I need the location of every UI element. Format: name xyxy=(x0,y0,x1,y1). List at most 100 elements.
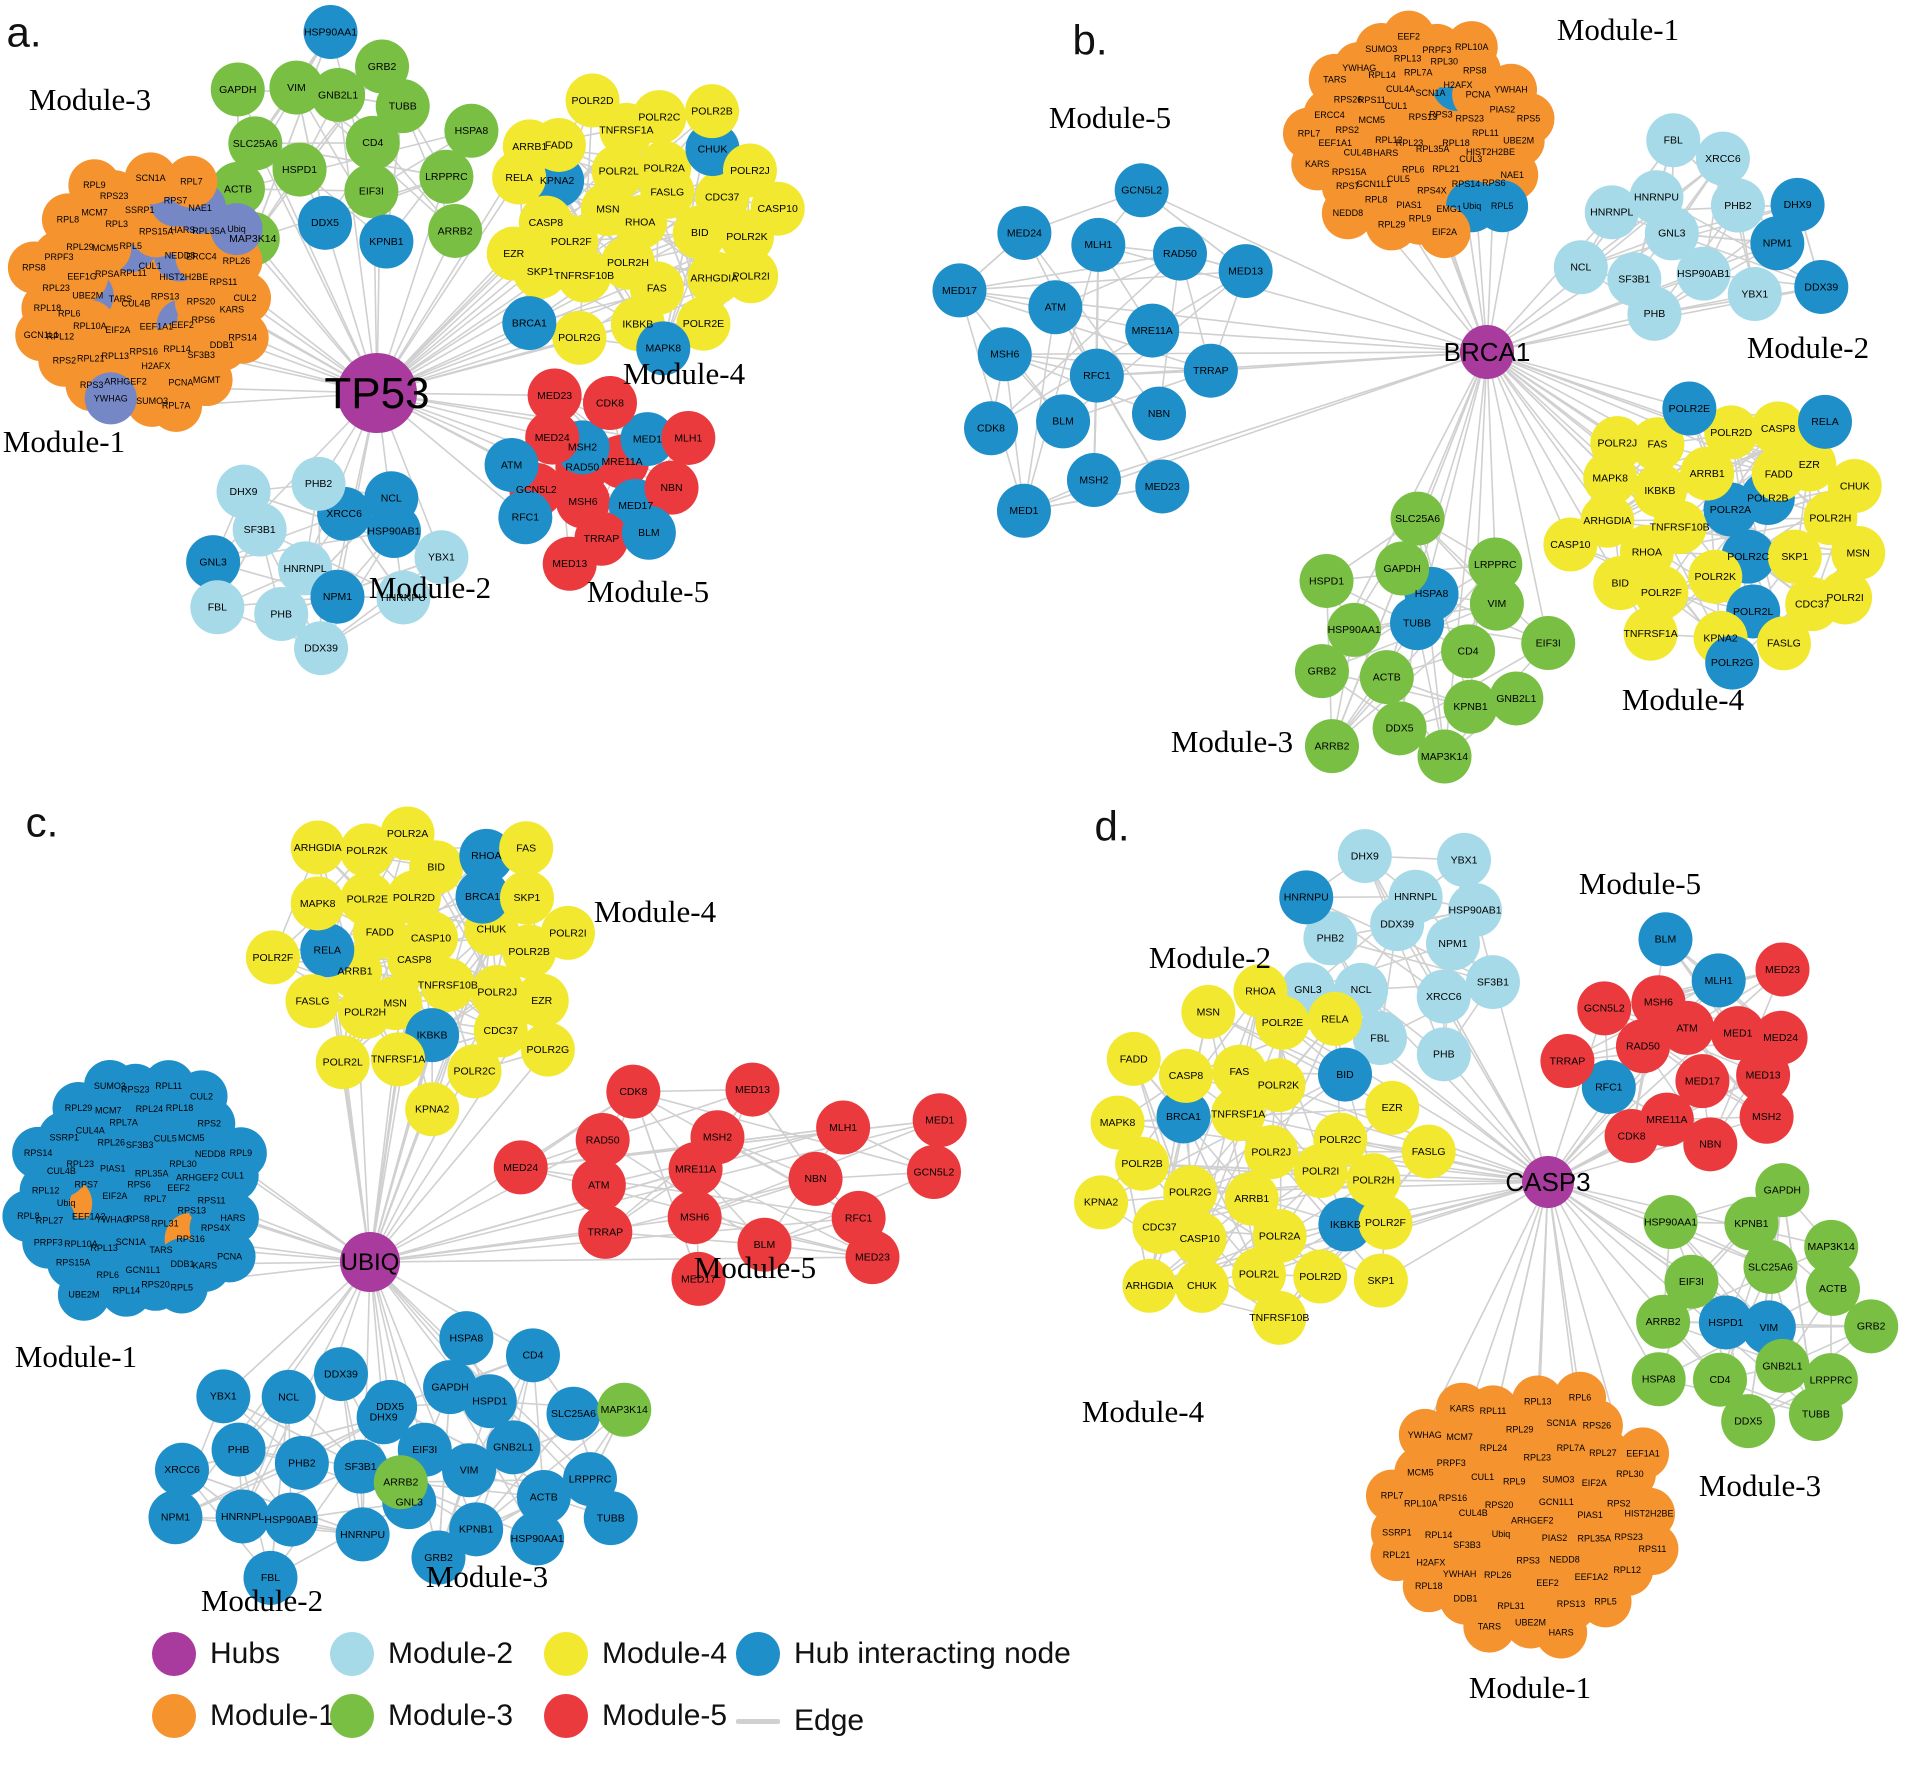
node-YBX1[interactable] xyxy=(1727,267,1782,322)
node-HARS[interactable] xyxy=(1535,1606,1588,1659)
node-MED23[interactable] xyxy=(1755,942,1810,997)
node-VIM[interactable] xyxy=(442,1443,497,1498)
node-TNFRSF1A[interactable] xyxy=(371,1032,426,1087)
node-TNFRSF10B[interactable] xyxy=(420,957,475,1012)
node-FASLG[interactable] xyxy=(1756,616,1811,671)
node-MSN[interactable] xyxy=(1181,984,1236,1039)
node-PCNA[interactable] xyxy=(203,1230,256,1283)
node-MED24[interactable] xyxy=(1753,1010,1808,1065)
node-RPL18[interactable] xyxy=(1402,1560,1455,1613)
node-POLR2J[interactable] xyxy=(722,143,777,198)
node-MLH1[interactable] xyxy=(816,1100,871,1155)
node-HSPA8[interactable] xyxy=(439,1311,494,1366)
node-POLR2H[interactable] xyxy=(1346,1153,1401,1208)
node-POLR2E[interactable] xyxy=(340,872,395,927)
node-MAPK8[interactable] xyxy=(1090,1095,1145,1150)
node-UBE2M[interactable] xyxy=(57,1268,110,1321)
node-RAD50[interactable] xyxy=(575,1113,630,1168)
node-XRCC6[interactable] xyxy=(154,1442,209,1497)
node-RHOA[interactable] xyxy=(1233,964,1288,1019)
node-DHX9[interactable] xyxy=(216,464,271,519)
node-EIF3I[interactable] xyxy=(1521,616,1576,671)
node-CASP10[interactable] xyxy=(1543,517,1598,572)
node-POLR2C[interactable] xyxy=(1313,1112,1368,1167)
node-RPL7[interactable] xyxy=(1282,107,1335,160)
node-TRRAP[interactable] xyxy=(578,1204,633,1259)
node-VIM[interactable] xyxy=(269,60,324,115)
node-RELA[interactable] xyxy=(1797,394,1852,449)
node-LRPPRC[interactable] xyxy=(419,149,474,204)
node-POLR2L[interactable] xyxy=(591,144,646,199)
node-MED1[interactable] xyxy=(1710,1006,1765,1061)
node-GNB2L1[interactable] xyxy=(1489,671,1544,726)
node-MED23[interactable] xyxy=(527,368,582,423)
node-DDX39[interactable] xyxy=(1794,259,1849,314)
node-MED24[interactable] xyxy=(493,1140,548,1195)
node-MSH2[interactable] xyxy=(1739,1089,1794,1144)
node-HNRNPL[interactable] xyxy=(1388,869,1443,924)
node-GAPDH[interactable] xyxy=(1375,541,1430,596)
node-VIM[interactable] xyxy=(1469,576,1524,631)
node-DDX5[interactable] xyxy=(363,1379,418,1434)
node-MAPK8[interactable] xyxy=(636,321,691,376)
node-FBL[interactable] xyxy=(1646,113,1701,168)
node-RELA[interactable] xyxy=(1307,991,1362,1046)
node-TRRAP[interactable] xyxy=(1540,1034,1595,1089)
node-IKBKB[interactable] xyxy=(1632,463,1687,518)
node-CDC37[interactable] xyxy=(473,1003,528,1058)
node-MED13[interactable] xyxy=(725,1062,780,1117)
node-POLR2G[interactable] xyxy=(552,310,607,365)
node-GCN5L2[interactable] xyxy=(1114,163,1169,218)
node-KPNB1[interactable] xyxy=(359,214,414,269)
node-EIF3I[interactable] xyxy=(1664,1254,1719,1309)
node-POLR2B[interactable] xyxy=(1115,1136,1170,1191)
node-MRE11A[interactable] xyxy=(1125,303,1180,358)
node-FBL[interactable] xyxy=(243,1550,298,1605)
node-GRB2[interactable] xyxy=(1294,644,1349,699)
node-BID[interactable] xyxy=(1593,556,1648,611)
node-NCL[interactable] xyxy=(364,471,419,526)
node-TRRAP[interactable] xyxy=(1183,343,1238,398)
node-GAPDH[interactable] xyxy=(210,62,265,117)
node-POLR2H[interactable] xyxy=(338,985,393,1040)
node-KPNA2[interactable] xyxy=(405,1082,460,1137)
node-RPL5[interactable] xyxy=(155,1261,208,1314)
node-ATM[interactable] xyxy=(1028,280,1083,335)
node-NBN[interactable] xyxy=(1683,1117,1738,1172)
node-RPL13[interactable] xyxy=(1511,1375,1564,1428)
node-POLR2I[interactable] xyxy=(1818,570,1873,625)
node-RPL14[interactable] xyxy=(100,1264,153,1317)
node-DDX5[interactable] xyxy=(1721,1394,1776,1449)
node-POLR2F[interactable] xyxy=(1358,1195,1413,1250)
node-RPL7[interactable] xyxy=(1365,1469,1418,1522)
node-HNRNPL[interactable] xyxy=(215,1489,270,1544)
node-EZR[interactable] xyxy=(1365,1080,1420,1135)
node-HSPD1[interactable] xyxy=(272,142,327,197)
node-GCN5L2[interactable] xyxy=(1577,981,1632,1036)
hub-node-CASP3[interactable] xyxy=(1522,1156,1574,1208)
node-EZR[interactable] xyxy=(486,226,541,281)
node-NPM1[interactable] xyxy=(148,1490,203,1545)
node-EIF3I[interactable] xyxy=(344,164,399,219)
node-KPNB1[interactable] xyxy=(449,1502,504,1557)
node-GNL3[interactable] xyxy=(186,535,241,590)
node-CUL2[interactable] xyxy=(175,1070,228,1123)
node-GAPDH[interactable] xyxy=(1755,1163,1810,1218)
node-RPS5[interactable] xyxy=(1502,92,1555,145)
node-POLR2D[interactable] xyxy=(565,73,620,128)
node-POLR2L[interactable] xyxy=(1232,1247,1287,1302)
node-DDX5[interactable] xyxy=(298,195,353,250)
hub-node-BRCA1[interactable] xyxy=(1460,325,1514,379)
node-RAD50[interactable] xyxy=(1152,226,1207,281)
node-BLM[interactable] xyxy=(621,505,676,560)
node-KPNA2[interactable] xyxy=(1074,1175,1129,1230)
node-NBN[interactable] xyxy=(788,1151,843,1206)
node-BLM[interactable] xyxy=(1036,394,1091,449)
node-XRCC6[interactable] xyxy=(1416,969,1471,1024)
node-PHB[interactable] xyxy=(254,587,309,642)
node-HSPD1[interactable] xyxy=(1698,1295,1753,1350)
node-TARS[interactable] xyxy=(1308,53,1361,106)
node-RPL21[interactable] xyxy=(1370,1529,1423,1582)
node-ARRB1[interactable] xyxy=(1224,1171,1279,1226)
node-RPL9[interactable] xyxy=(214,1127,267,1180)
